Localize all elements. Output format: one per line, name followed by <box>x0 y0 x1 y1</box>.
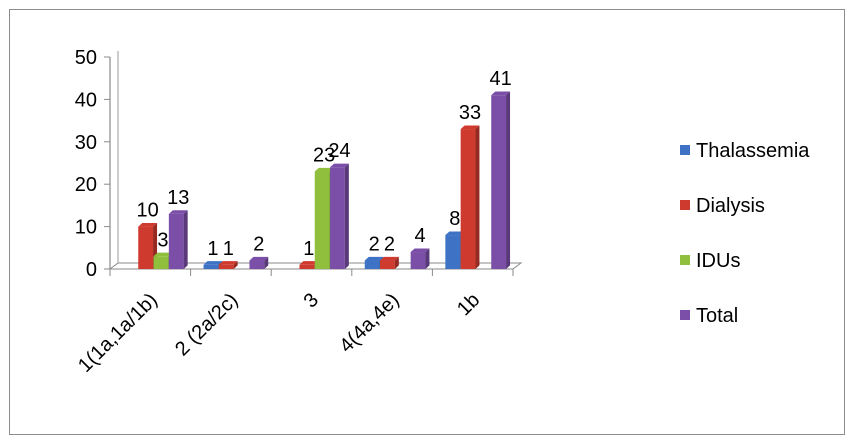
bar-thalassemia-4 <box>445 235 461 269</box>
bar-top-thalassemia-1 <box>203 261 223 265</box>
x-category-label: 1b <box>453 289 484 320</box>
legend-label-dialysis: Dialysis <box>696 195 765 217</box>
legend-swatch-thalassemia <box>680 145 690 155</box>
bar-total-4 <box>491 95 507 269</box>
legend-label-total: Total <box>696 305 738 327</box>
bar-dialysis-0 <box>138 226 154 269</box>
y-tick-label: 20 <box>75 174 97 196</box>
x-category-label: 4(4a,4e) <box>335 289 403 357</box>
bar-top-thalassemia-3 <box>364 256 384 261</box>
bar-side-dialysis-4 <box>475 125 480 269</box>
bar-top-idus-2 <box>314 167 334 172</box>
data-label-total-1: 2 <box>253 234 264 256</box>
y-tick-label: 50 <box>75 47 97 69</box>
data-label-dialysis-4: 33 <box>459 102 481 124</box>
y-tick-label: 40 <box>75 89 97 111</box>
bar-side-total-3 <box>425 248 430 269</box>
legend-swatch-total <box>680 310 690 320</box>
data-label-dialysis-1: 1 <box>223 238 234 260</box>
bar-idus-2 <box>314 171 330 269</box>
chart-frame <box>9 9 845 435</box>
data-label-dialysis-3: 2 <box>384 234 395 256</box>
bar-side-dialysis-3 <box>394 256 399 269</box>
data-label-idus-0: 3 <box>157 229 168 251</box>
bar-dialysis-3 <box>380 260 395 269</box>
data-label-idus-2: 23 <box>313 144 335 166</box>
bar-top-total-3 <box>410 248 430 253</box>
bar-total-2 <box>330 167 345 269</box>
bar-top-total-0 <box>168 210 188 214</box>
bar-dialysis-1 <box>218 264 234 269</box>
bar-top-dialysis-1 <box>218 261 238 265</box>
x-category-label: 3 <box>300 289 323 312</box>
legend-label-idus: IDUs <box>696 250 740 272</box>
legend-label-thalassemia: Thalassemia <box>696 140 810 162</box>
bar-side-total-0 <box>183 210 188 269</box>
bar-side-total-4 <box>506 91 511 269</box>
data-label-total-0: 13 <box>167 187 189 209</box>
data-label-dialysis-2: 1 <box>303 238 314 260</box>
y-tick-label: 30 <box>75 132 97 154</box>
bar-thalassemia-1 <box>203 264 219 269</box>
bar-idus-0 <box>153 256 169 269</box>
bar-top-dialysis-4 <box>460 125 480 130</box>
bar-top-idus-0 <box>153 252 173 257</box>
y-tick-label: 10 <box>75 217 97 239</box>
bar-side-total-2 <box>344 163 349 269</box>
x-category-label: 2 (2a/2c) <box>171 289 242 360</box>
data-label-thalassemia-4: 8 <box>449 208 460 230</box>
data-label-thalassemia-3: 2 <box>369 234 380 256</box>
data-label-dialysis-0: 10 <box>137 200 159 222</box>
data-label-total-4: 41 <box>490 68 512 90</box>
x-category-label: 1(1a,1a/1b) <box>74 289 162 377</box>
bar-total-0 <box>168 213 184 269</box>
bar-top-total-4 <box>491 91 511 96</box>
bar-top-dialysis-2 <box>299 261 319 265</box>
bar-side-total-1 <box>264 256 269 269</box>
bar-total-1 <box>249 260 265 269</box>
legend-swatch-idus <box>680 255 690 265</box>
bar-dialysis-2 <box>299 264 315 269</box>
bar-top-thalassemia-4 <box>445 231 465 236</box>
bar-side-dialysis-1 <box>233 261 238 269</box>
bar-top-dialysis-3 <box>380 256 399 261</box>
legend-swatch-dialysis <box>680 200 690 210</box>
bar-thalassemia-3 <box>364 260 380 269</box>
data-label-thalassemia-1: 1 <box>207 238 218 260</box>
bar-top-total-1 <box>249 256 269 261</box>
bar-top-total-2 <box>330 163 349 168</box>
y-tick-label: 0 <box>86 259 97 281</box>
bar-dialysis-4 <box>460 129 476 269</box>
data-label-total-3: 4 <box>414 225 425 247</box>
data-label-total-2: 24 <box>328 140 350 162</box>
bar-top-dialysis-0 <box>138 223 158 227</box>
bar-total-3 <box>410 252 426 269</box>
